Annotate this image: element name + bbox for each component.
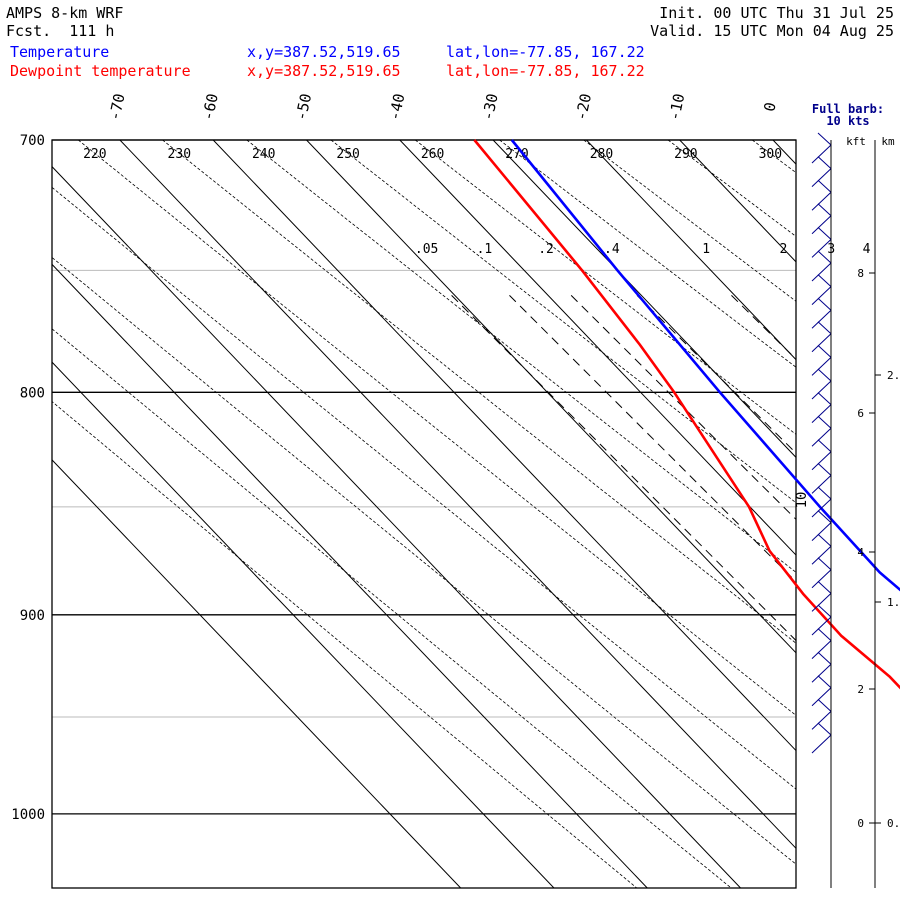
- wind-barb: [812, 629, 831, 659]
- model-title: AMPS 8-km WRF: [6, 4, 123, 22]
- km-tick-label: 2.: [887, 369, 900, 382]
- wind-barb: [812, 345, 831, 375]
- wind-barb: [812, 463, 831, 493]
- km-axis-label: km: [881, 135, 895, 148]
- isotherm: [0, 140, 554, 888]
- init-time: Init. 00 UTC Thu 31 Jul 25: [659, 4, 894, 22]
- theta-label: 300: [759, 147, 782, 162]
- pressure-tick-label: 1000: [11, 807, 45, 823]
- mixing-ratio-line: [452, 295, 900, 888]
- mixing-ratio-label: .05: [415, 242, 438, 257]
- dry-adiabat: [163, 140, 900, 888]
- temperature-xy: x,y=387.52,519.65: [247, 43, 401, 61]
- mixing-ratio-line: [892, 295, 900, 888]
- isotherm: [0, 140, 461, 888]
- dewpoint-profile: [474, 140, 900, 756]
- dry-adiabat: [247, 140, 900, 888]
- valid-time: Valid. 15 UTC Mon 04 Aug 25: [650, 22, 894, 40]
- wind-barb: [812, 393, 831, 423]
- dry-adiabat: [0, 140, 731, 888]
- mixing-ratio-label: 4: [863, 242, 871, 257]
- dry-adiabat: [584, 140, 900, 888]
- wind-barb: [812, 180, 831, 210]
- wind-barb: [812, 322, 831, 352]
- legend-dewpoint: Dewpoint temperature: [10, 62, 191, 80]
- mixing-ratio-label: 2: [780, 242, 788, 257]
- theta-label: 280: [590, 147, 613, 162]
- dry-adiabat: [0, 140, 900, 888]
- wind-barb: [812, 676, 831, 706]
- mixing-ratio-line: [509, 295, 900, 888]
- isotherm: [27, 140, 741, 888]
- temperature-profile: [512, 140, 900, 756]
- wind-barb: [812, 558, 831, 588]
- theta-label: 240: [252, 147, 275, 162]
- dewpoint-latlon: lat,lon=-77.85, 167.22: [446, 62, 645, 80]
- temperature-latlon: lat,lon=-77.85, 167.22: [446, 43, 645, 61]
- theta-label: 250: [336, 147, 359, 162]
- mixing-ratio-label: .1: [477, 242, 493, 257]
- mixing-ratio-line: [809, 295, 900, 888]
- kft-tick-label: 6: [857, 407, 864, 420]
- wind-barb: [812, 699, 831, 729]
- mixing-ratio-label: .2: [538, 242, 554, 257]
- wind-barb: [812, 369, 831, 399]
- plot-area: [0, 140, 900, 888]
- temperature-tick-label: -20: [572, 92, 595, 122]
- wind-barb: [812, 157, 831, 187]
- isotherm: [773, 140, 900, 888]
- isotherm: [493, 140, 900, 888]
- temperature-tick-label: -70: [105, 92, 128, 122]
- kft-tick-label: 4: [857, 546, 864, 559]
- theta-label: 220: [83, 147, 106, 162]
- kft-tick-label: 2: [857, 683, 864, 696]
- km-tick-label: 1.: [887, 596, 900, 609]
- pressure-tick-label: 900: [20, 608, 45, 624]
- wind-barb-column: [812, 133, 831, 753]
- temperature-tick-label: 0: [760, 101, 779, 114]
- isotherm: [213, 140, 900, 888]
- wind-barb: [812, 416, 831, 446]
- mixing-ratio-line: [571, 295, 900, 888]
- km-tick-label: 0.: [887, 817, 900, 830]
- pressure-tick-label: 800: [20, 385, 45, 401]
- wind-barb: [812, 440, 831, 470]
- theta-label: 230: [168, 147, 191, 162]
- mixing-ratio-label: 1: [702, 242, 710, 257]
- forecast-hour: Fcst. 111 h: [6, 22, 114, 40]
- temperature-tick-label: -10: [665, 92, 688, 122]
- theta-label: 260: [421, 147, 444, 162]
- dewpoint-xy: x,y=387.52,519.65: [247, 62, 401, 80]
- wind-barb: [812, 605, 831, 635]
- theta-label: 270: [505, 147, 528, 162]
- legend-temperature: Temperature: [10, 43, 109, 61]
- wind-barb: [812, 652, 831, 682]
- barb-note-line2: 10 kts: [826, 114, 869, 128]
- wind-barb: [812, 133, 831, 163]
- temperature-tick-label: -50: [292, 92, 315, 122]
- temperature-tick-label: -30: [479, 92, 502, 122]
- kft-axis-label: kft: [846, 135, 866, 148]
- kft-tick-label: 8: [857, 267, 864, 280]
- temperature-tick-label: -40: [385, 92, 408, 122]
- pressure-tick-label: 700: [20, 133, 45, 149]
- mixing-ratio-line: [857, 295, 900, 888]
- kft-tick-label: 0: [857, 817, 864, 830]
- wind-barb: [812, 723, 831, 753]
- isotherm: [866, 140, 900, 888]
- theta-label: 290: [674, 147, 697, 162]
- wind-barb: [812, 298, 831, 328]
- wind-barb: [812, 204, 831, 234]
- wind-barb: [812, 275, 831, 305]
- temperature-tick-label: -60: [199, 92, 222, 122]
- wind-barb: [812, 534, 831, 564]
- mixing-ratio-line: [637, 295, 900, 888]
